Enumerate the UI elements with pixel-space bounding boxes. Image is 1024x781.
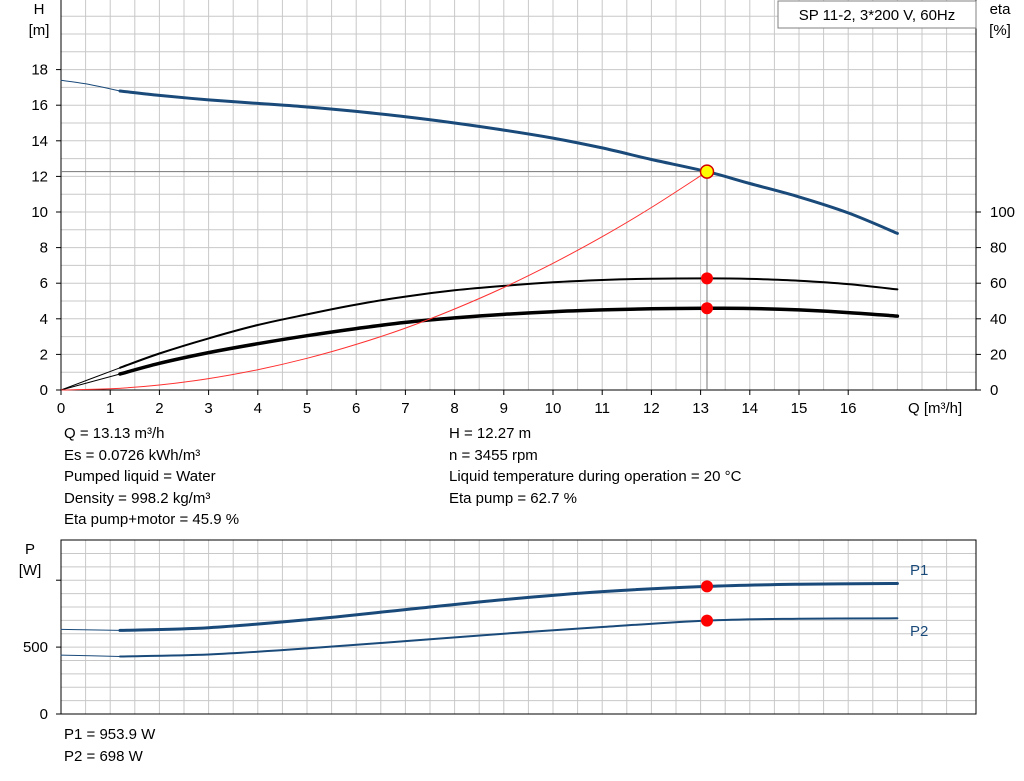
eta-total-curve-extrapolated <box>60 373 121 391</box>
chart-title: SP 11-2, 3*200 V, 60Hz <box>799 7 956 24</box>
q-tick-label: 0 <box>57 400 65 417</box>
q-tick-label: 4 <box>254 400 262 417</box>
eta-tick-label: 40 <box>990 311 1007 328</box>
q-tick-label: 14 <box>741 400 758 417</box>
info-eta-total: Eta pump+motor = 45.9 % <box>64 511 240 528</box>
q-tick-label: 2 <box>155 400 163 417</box>
head-curve-extrapolated <box>60 79 121 92</box>
eta-pump-curve-extrapolated <box>60 367 121 391</box>
info-density: Density = 998.2 kg/m³ <box>64 489 211 507</box>
h-tick-label: 4 <box>40 311 48 328</box>
h-tick-label: 16 <box>31 97 48 114</box>
h-tick-label: 18 <box>31 62 48 79</box>
p-axis-name: P <box>25 541 35 558</box>
eta-tick-label: 0 <box>990 382 998 399</box>
info-head: H = 12.27 m <box>449 425 532 442</box>
info-p2: P2 = 698 W <box>64 747 143 765</box>
eta-total-curve <box>118 306 900 376</box>
duty-point-marker <box>699 164 715 179</box>
h-tick-label: 14 <box>31 133 48 150</box>
p2-series-label: P2 <box>910 623 928 640</box>
p1-curve-extrapolated <box>60 628 121 631</box>
info-flow: Q = 13.13 m³/h <box>64 425 165 442</box>
main-series <box>60 79 900 391</box>
power-grid <box>60 540 976 714</box>
power-tick-labels: 0 500 <box>23 579 61 723</box>
power-series <box>60 580 899 658</box>
eta-pump-duty-marker <box>700 272 713 285</box>
info-eta-pump: Eta pump = 62.7 % <box>449 489 577 507</box>
info-energy: Es = 0.0726 kWh/m³ <box>64 446 201 464</box>
q-tick-label: 7 <box>401 400 409 417</box>
main-plot-frame <box>60 0 977 391</box>
q-tick-label: 10 <box>545 400 562 417</box>
eta-tick-label: 100 <box>990 204 1015 221</box>
info-speed: n = 3455 rpm <box>449 446 538 464</box>
info-liquid: Pumped liquid = Water <box>64 468 216 485</box>
p-tick-label: 500 <box>23 639 48 656</box>
eta-tick-label: 60 <box>990 275 1007 292</box>
h-tick-label: 2 <box>40 346 48 363</box>
eta-pump-curve <box>119 277 899 369</box>
eta-tick-label: 80 <box>990 240 1007 257</box>
h-tick-label: 8 <box>40 240 48 257</box>
info-temperature: Liquid temperature during operation = 20… <box>449 468 742 485</box>
p2-curve-extrapolated <box>60 654 121 657</box>
eta-tick-label: 20 <box>990 346 1007 363</box>
q-tick-label: 13 <box>692 400 709 417</box>
p2-duty-marker <box>700 614 713 627</box>
power-frame-rect <box>60 539 977 715</box>
power-plot-frame <box>60 539 977 715</box>
q-tick-label: 9 <box>500 400 508 417</box>
eta-total-duty-marker <box>700 302 713 315</box>
h-tick-label: 0 <box>40 382 48 399</box>
h-tick-label: 12 <box>31 168 48 185</box>
h-tick-label: 10 <box>31 204 48 221</box>
info-block-right: H = 12.27 m n = 3455 rpm Liquid temperat… <box>449 423 741 509</box>
info-p1: P1 = 953.9 W <box>64 726 156 743</box>
q-tick-label: 11 <box>594 400 610 417</box>
title-box <box>777 0 977 29</box>
h-tick-label: 6 <box>40 275 48 292</box>
q-tick-label: 8 <box>450 400 458 417</box>
head-curve <box>118 89 899 235</box>
p-tick-label: 0 <box>40 706 48 723</box>
p2-curve <box>119 617 899 658</box>
p1-series-label: P1 <box>910 562 928 579</box>
q-axis-label: Q [m³/h] <box>908 400 962 417</box>
info-block-power: P1 = 953.9 W P2 = 698 W <box>64 724 155 767</box>
q-tick-label: 16 <box>840 400 857 417</box>
main-grid <box>60 0 976 390</box>
system-curve <box>60 171 708 391</box>
q-tick-label: 6 <box>352 400 360 417</box>
p1-curve <box>118 582 899 632</box>
q-tick-label: 5 <box>303 400 311 417</box>
eta-axis-name: eta <box>990 1 1012 18</box>
eta-axis-unit: [%] <box>989 22 1011 39</box>
q-tick-label: 3 <box>204 400 212 417</box>
info-block-left: Q = 13.13 m³/h Es = 0.0726 kWh/m³ Pumped… <box>64 423 239 531</box>
q-tick-label: 12 <box>643 400 660 417</box>
q-tick-label: 1 <box>106 400 114 417</box>
p-axis-unit: [W] <box>19 562 42 579</box>
p1-duty-marker <box>700 580 713 593</box>
h-axis-name: H <box>34 1 45 18</box>
h-axis-unit: [m] <box>29 22 50 39</box>
q-tick-label: 15 <box>791 400 808 417</box>
main-tick-labels: 0 1 2 3 4 5 6 7 8 9 10 11 12 13 14 15 160246810121416180… <box>31 62 1015 417</box>
